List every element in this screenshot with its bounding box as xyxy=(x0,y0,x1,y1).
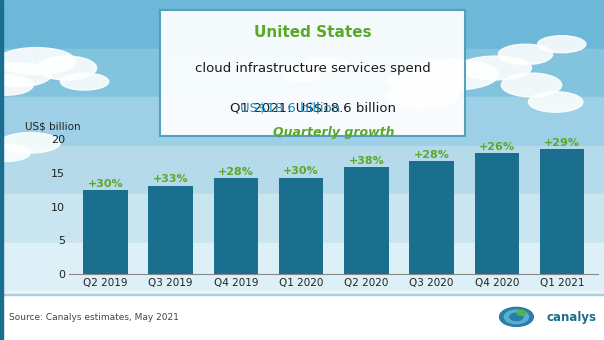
Bar xyxy=(0,97,604,146)
Text: +30%: +30% xyxy=(283,166,319,176)
Text: United States: United States xyxy=(254,26,371,40)
Ellipse shape xyxy=(305,58,347,71)
Ellipse shape xyxy=(0,133,60,153)
Bar xyxy=(0,146,604,194)
Bar xyxy=(0,294,604,295)
Bar xyxy=(540,149,584,274)
Ellipse shape xyxy=(36,56,97,80)
Ellipse shape xyxy=(387,71,435,92)
Ellipse shape xyxy=(408,59,498,90)
Text: +28%: +28% xyxy=(218,167,254,177)
Circle shape xyxy=(517,310,525,315)
Ellipse shape xyxy=(498,44,553,65)
Ellipse shape xyxy=(284,68,320,82)
Bar xyxy=(0,294,604,340)
Text: +28%: +28% xyxy=(414,150,449,160)
Ellipse shape xyxy=(538,36,586,53)
Text: US$18.6 billion: US$18.6 billion xyxy=(240,102,340,115)
Bar xyxy=(0,291,604,340)
Bar xyxy=(149,186,193,274)
Text: cloud infrastructure services spend: cloud infrastructure services spend xyxy=(194,62,431,74)
Text: +33%: +33% xyxy=(153,174,188,185)
Text: +30%: +30% xyxy=(88,178,123,188)
Ellipse shape xyxy=(0,63,51,87)
Ellipse shape xyxy=(0,48,76,75)
Circle shape xyxy=(510,313,523,321)
Text: +29%: +29% xyxy=(544,137,580,148)
Bar xyxy=(344,167,388,274)
Text: +26%: +26% xyxy=(479,141,515,152)
Circle shape xyxy=(504,310,528,324)
Text: Quarterly growth: Quarterly growth xyxy=(273,126,394,139)
Bar xyxy=(0,0,604,49)
Bar xyxy=(83,190,127,274)
Ellipse shape xyxy=(501,73,562,97)
Bar xyxy=(475,153,519,274)
Text: Q1 2021: US$18.6 billion: Q1 2021: US$18.6 billion xyxy=(230,102,396,115)
FancyBboxPatch shape xyxy=(160,10,465,136)
Bar xyxy=(279,177,323,274)
Ellipse shape xyxy=(0,75,33,95)
Text: US$ billion: US$ billion xyxy=(25,121,80,131)
Bar xyxy=(214,178,258,274)
Circle shape xyxy=(500,307,533,326)
Bar xyxy=(0,49,604,97)
Text: Source: Canalys estimates, May 2021: Source: Canalys estimates, May 2021 xyxy=(9,313,179,322)
Bar xyxy=(0,0,3,340)
Text: +38%: +38% xyxy=(349,156,384,166)
Ellipse shape xyxy=(528,92,583,112)
Ellipse shape xyxy=(459,56,532,80)
Bar xyxy=(0,194,604,243)
Bar xyxy=(0,243,604,291)
Text: canalys: canalys xyxy=(547,311,597,324)
Ellipse shape xyxy=(0,144,30,162)
Bar xyxy=(410,162,454,274)
Ellipse shape xyxy=(60,73,109,90)
Ellipse shape xyxy=(387,82,459,109)
